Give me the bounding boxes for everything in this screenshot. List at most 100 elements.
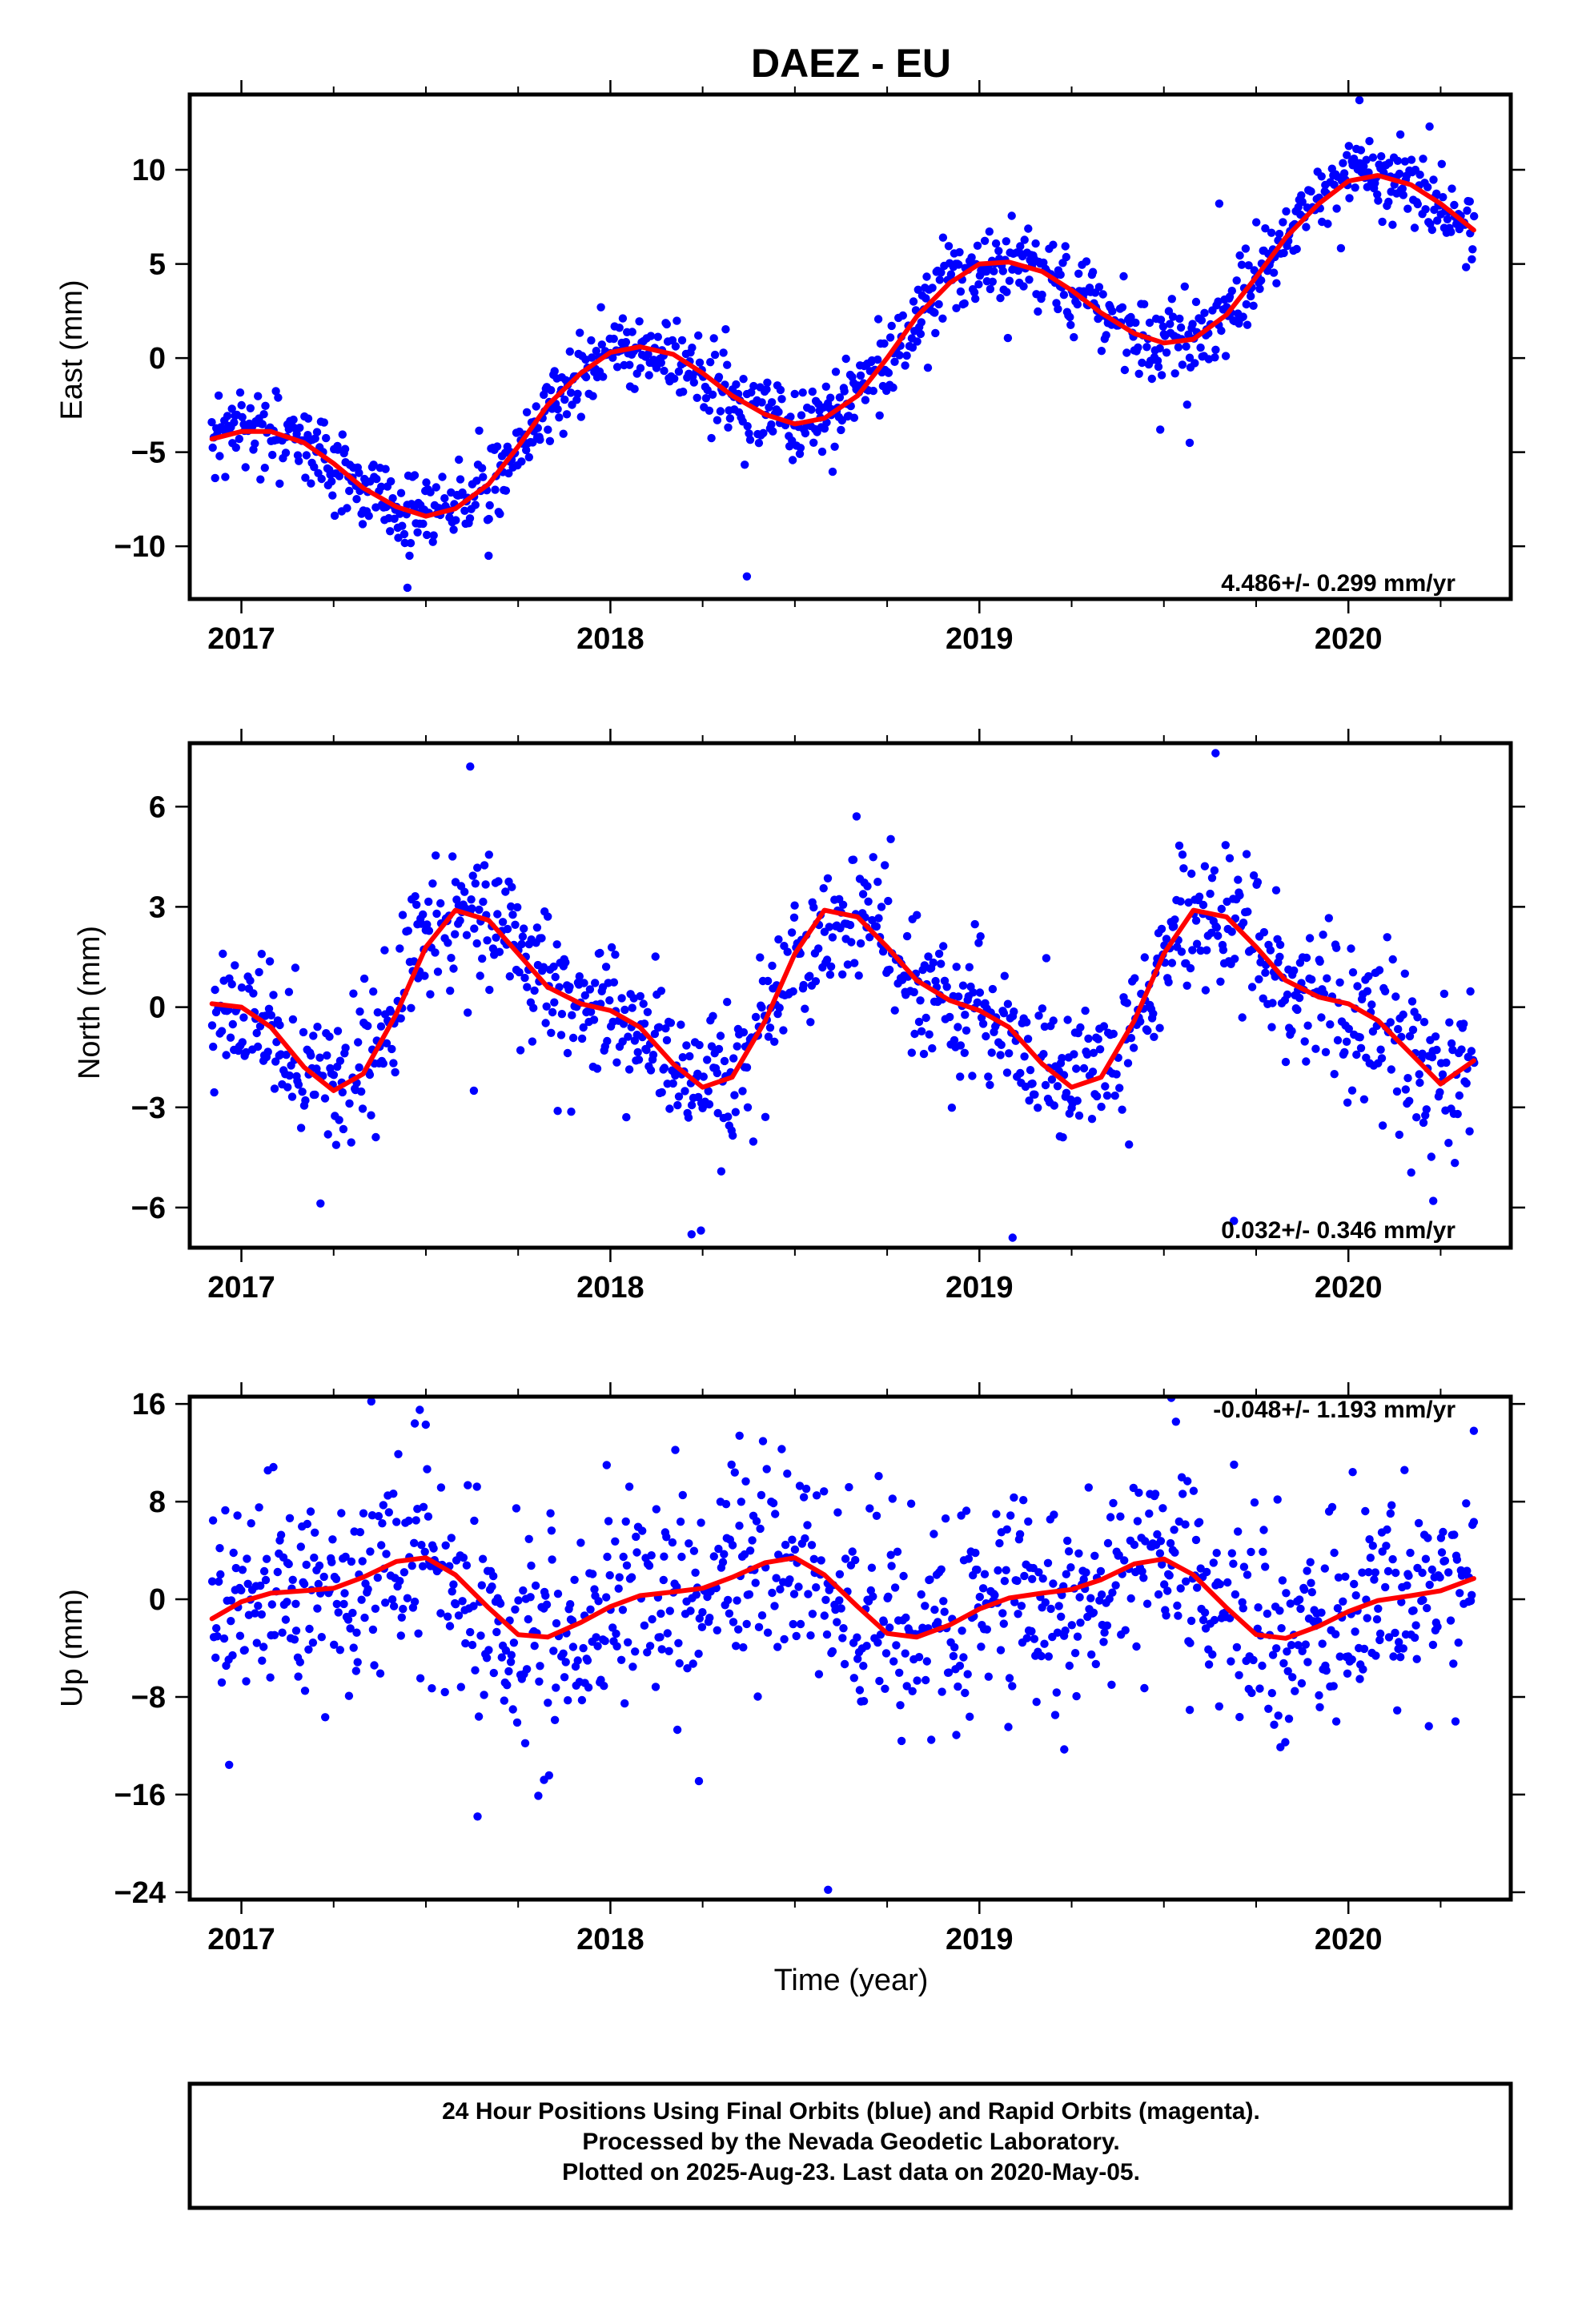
north-data-point xyxy=(1174,841,1184,850)
up-data-point xyxy=(1230,1460,1239,1470)
east-data-point xyxy=(974,279,983,289)
east-data-point xyxy=(754,439,764,448)
east-data-point xyxy=(1351,183,1359,192)
east-data-point xyxy=(956,287,966,296)
north-data-point xyxy=(1418,1049,1427,1059)
east-data-point xyxy=(1292,244,1301,254)
up-data-point xyxy=(524,1614,532,1624)
north-data-point xyxy=(335,1116,343,1124)
north-data-point xyxy=(1238,1013,1247,1022)
north-data-point xyxy=(1034,1011,1043,1020)
east-data-point xyxy=(455,455,464,464)
up-data-point xyxy=(305,1624,314,1634)
up-data-point xyxy=(566,1600,575,1609)
north-data-point xyxy=(1439,989,1449,999)
up-data-point xyxy=(408,1562,416,1570)
up-data-point xyxy=(1275,1606,1284,1615)
north-data-point xyxy=(211,985,219,995)
up-data-point xyxy=(469,1602,478,1610)
up-data-point xyxy=(310,1553,319,1562)
up-data-point xyxy=(604,1517,613,1526)
up-data-point xyxy=(270,1630,279,1640)
up-data-point xyxy=(212,1624,221,1633)
up-data-point xyxy=(1450,1530,1459,1539)
east-data-point xyxy=(1038,290,1046,300)
north-data-point xyxy=(1234,875,1243,884)
up-data-point xyxy=(888,1494,897,1503)
east-data-point xyxy=(544,425,552,434)
east-data-point xyxy=(716,407,725,416)
east-data-point xyxy=(849,413,859,422)
up-data-point xyxy=(1389,1652,1398,1661)
north-data-point xyxy=(516,1046,525,1055)
up-data-point xyxy=(835,1596,844,1605)
east-data-point xyxy=(1156,316,1166,324)
east-data-point xyxy=(741,460,749,469)
up-y-tick-label: −16 xyxy=(114,1779,166,1812)
east-y-axis-label: East (mm) xyxy=(55,279,89,420)
up-data-point xyxy=(1107,1680,1116,1689)
up-data-point xyxy=(352,1628,361,1637)
east-data-point xyxy=(821,382,831,391)
up-data-point xyxy=(1043,1558,1053,1568)
up-data-point xyxy=(1044,1652,1054,1661)
north-data-point xyxy=(226,1033,235,1042)
north-data-point xyxy=(222,1051,231,1059)
east-data-point xyxy=(484,514,493,524)
up-data-point xyxy=(1087,1650,1096,1659)
east-data-point xyxy=(1384,197,1393,207)
up-data-point xyxy=(692,1590,701,1599)
up-data-point xyxy=(921,1675,930,1685)
footer-line-2: Processed by the Nevada Geodetic Laborat… xyxy=(582,2129,1119,2155)
up-data-point xyxy=(884,1592,893,1602)
east-data-point xyxy=(289,415,298,424)
up-data-point xyxy=(549,1647,558,1655)
up-data-point xyxy=(1020,1571,1029,1581)
north-data-point xyxy=(783,947,792,956)
east-y-tick-label: 10 xyxy=(132,154,166,187)
north-data-point xyxy=(801,1004,809,1013)
east-data-point xyxy=(693,393,701,402)
up-data-point xyxy=(1253,1624,1263,1634)
up-data-point xyxy=(651,1683,661,1691)
north-data-point xyxy=(1347,944,1355,953)
up-data-point xyxy=(509,1638,519,1647)
north-data-point xyxy=(660,1063,669,1072)
up-data-point xyxy=(1396,1653,1405,1662)
north-data-point xyxy=(480,861,489,870)
up-data-point xyxy=(346,1624,355,1633)
north-data-point xyxy=(376,1022,386,1031)
up-data-point xyxy=(1096,1566,1106,1576)
north-data-point xyxy=(592,1064,602,1073)
up-data-point xyxy=(674,1638,683,1647)
north-data-point xyxy=(1225,854,1235,862)
north-data-point xyxy=(1447,1039,1456,1048)
north-data-point xyxy=(263,1047,272,1056)
north-data-point xyxy=(1179,864,1188,873)
up-data-point xyxy=(1372,1614,1382,1624)
up-data-point xyxy=(1331,1717,1341,1726)
east-data-point xyxy=(261,401,270,410)
up-data-point xyxy=(233,1511,242,1520)
north-data-point xyxy=(404,927,412,935)
north-data-point xyxy=(239,1013,248,1022)
up-data-point xyxy=(564,1696,572,1705)
north-data-point xyxy=(1415,1070,1423,1079)
east-data-point xyxy=(1126,312,1135,322)
east-data-point xyxy=(990,267,998,275)
up-data-point xyxy=(624,1638,632,1647)
up-data-point xyxy=(771,1510,780,1518)
north-data-point xyxy=(396,944,404,953)
east-data-point xyxy=(971,294,980,304)
east-data-point xyxy=(319,418,328,427)
north-data-point xyxy=(508,911,517,919)
up-data-point xyxy=(611,1537,620,1546)
east-data-point xyxy=(340,444,350,453)
east-data-point xyxy=(835,393,845,402)
north-data-point xyxy=(970,919,979,929)
up-data-point xyxy=(725,1609,734,1618)
up-data-point xyxy=(1227,1549,1237,1558)
up-data-point xyxy=(1391,1628,1399,1638)
up-data-point xyxy=(729,1618,738,1626)
up-data-point xyxy=(645,1642,655,1651)
